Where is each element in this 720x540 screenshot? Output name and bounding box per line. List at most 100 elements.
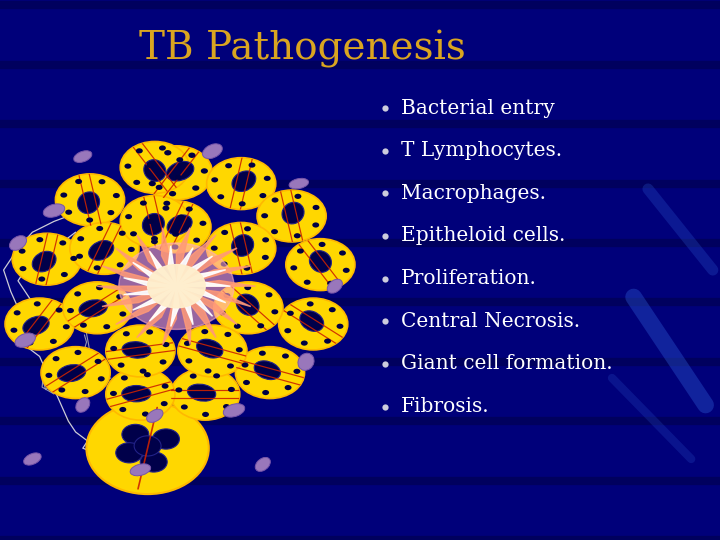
Polygon shape — [137, 235, 176, 286]
Circle shape — [50, 339, 57, 344]
Circle shape — [130, 231, 137, 237]
Circle shape — [125, 164, 131, 168]
Circle shape — [163, 201, 170, 206]
Ellipse shape — [328, 279, 342, 293]
Circle shape — [339, 251, 346, 255]
Circle shape — [282, 354, 289, 359]
Circle shape — [117, 262, 124, 267]
Circle shape — [74, 291, 81, 296]
Circle shape — [94, 265, 101, 271]
Circle shape — [294, 233, 301, 238]
Circle shape — [244, 226, 251, 231]
Polygon shape — [176, 286, 212, 316]
Circle shape — [175, 175, 181, 180]
Circle shape — [327, 281, 334, 286]
Text: Fibrosis.: Fibrosis. — [401, 397, 490, 416]
Ellipse shape — [32, 251, 56, 272]
Polygon shape — [102, 266, 176, 286]
Circle shape — [94, 359, 102, 364]
Circle shape — [41, 347, 110, 399]
Circle shape — [329, 307, 336, 312]
Circle shape — [63, 324, 70, 329]
Circle shape — [106, 368, 175, 420]
Circle shape — [11, 328, 17, 333]
Circle shape — [86, 402, 209, 494]
Circle shape — [123, 331, 130, 336]
Circle shape — [284, 328, 291, 333]
Circle shape — [223, 404, 230, 409]
Ellipse shape — [122, 342, 151, 358]
Ellipse shape — [197, 339, 223, 358]
Ellipse shape — [143, 213, 164, 235]
Text: Proliferation.: Proliferation. — [401, 269, 537, 288]
Circle shape — [59, 240, 66, 246]
Circle shape — [219, 310, 226, 315]
Circle shape — [106, 325, 175, 377]
Polygon shape — [176, 248, 193, 286]
Polygon shape — [97, 286, 176, 292]
Circle shape — [116, 443, 143, 463]
Circle shape — [162, 383, 168, 389]
Polygon shape — [176, 286, 216, 338]
Circle shape — [75, 179, 82, 184]
Circle shape — [136, 148, 143, 153]
Circle shape — [294, 194, 302, 199]
Text: Giant cell formation.: Giant cell formation. — [401, 354, 613, 374]
Circle shape — [140, 200, 147, 206]
Circle shape — [171, 245, 179, 249]
Circle shape — [80, 322, 87, 328]
Circle shape — [189, 153, 196, 158]
Circle shape — [5, 298, 74, 350]
Circle shape — [217, 194, 224, 199]
Circle shape — [243, 380, 250, 385]
Circle shape — [34, 301, 41, 307]
Ellipse shape — [76, 397, 90, 413]
Circle shape — [169, 191, 176, 197]
Text: Epitheloid cells.: Epitheloid cells. — [401, 226, 565, 246]
Circle shape — [119, 243, 234, 329]
Polygon shape — [171, 286, 179, 327]
Circle shape — [86, 218, 93, 222]
Circle shape — [134, 436, 161, 456]
Ellipse shape — [167, 215, 192, 235]
Circle shape — [147, 163, 154, 168]
Circle shape — [96, 226, 103, 231]
Circle shape — [279, 298, 348, 350]
Ellipse shape — [23, 316, 49, 335]
Polygon shape — [176, 280, 256, 286]
Circle shape — [99, 179, 105, 184]
Circle shape — [264, 176, 271, 181]
Polygon shape — [176, 248, 237, 286]
Circle shape — [140, 368, 147, 374]
Polygon shape — [176, 286, 192, 345]
Ellipse shape — [282, 202, 304, 224]
Circle shape — [286, 239, 355, 291]
Polygon shape — [150, 286, 176, 321]
Circle shape — [294, 369, 300, 374]
Ellipse shape — [254, 361, 281, 380]
Circle shape — [181, 404, 188, 410]
Circle shape — [110, 346, 117, 351]
Circle shape — [290, 265, 297, 271]
Circle shape — [202, 412, 209, 417]
Polygon shape — [176, 266, 251, 286]
Circle shape — [223, 293, 230, 298]
Circle shape — [192, 185, 199, 191]
Circle shape — [199, 221, 207, 226]
Circle shape — [58, 387, 66, 393]
Circle shape — [163, 342, 169, 347]
Text: TB Pathogenesis: TB Pathogenesis — [139, 30, 466, 68]
Circle shape — [319, 242, 325, 247]
Circle shape — [287, 310, 294, 316]
Polygon shape — [176, 286, 251, 307]
Ellipse shape — [9, 235, 27, 251]
Ellipse shape — [130, 464, 150, 476]
Circle shape — [113, 193, 120, 198]
Polygon shape — [176, 286, 237, 325]
Circle shape — [184, 341, 191, 346]
Circle shape — [60, 192, 67, 198]
Ellipse shape — [232, 171, 256, 192]
Ellipse shape — [43, 204, 65, 217]
Circle shape — [107, 210, 114, 215]
Circle shape — [70, 222, 139, 274]
